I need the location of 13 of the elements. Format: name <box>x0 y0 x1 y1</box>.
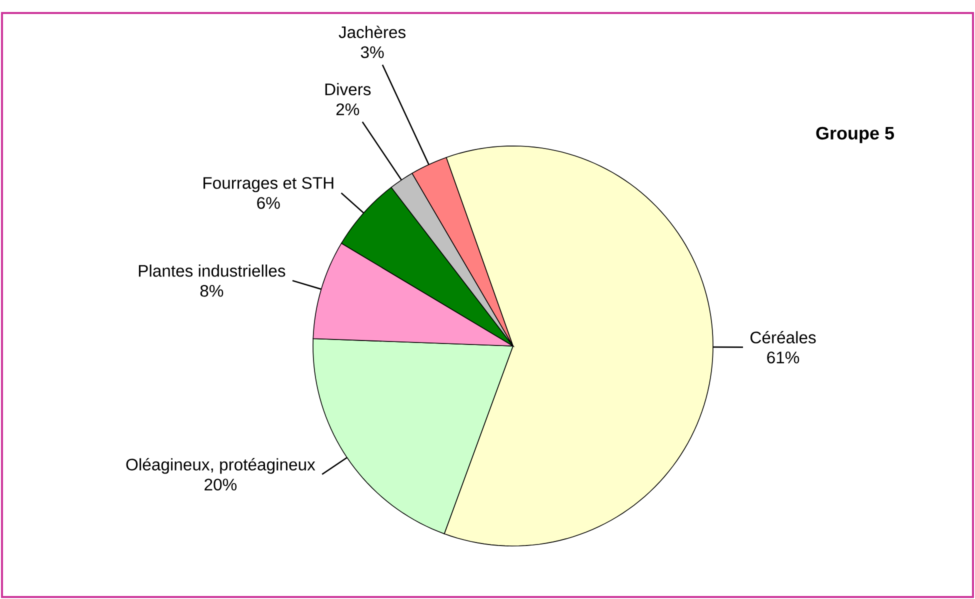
text: Groupe 5 <box>816 126 894 144</box>
slice-label: Oléagineux, protéagineux <box>126 458 316 474</box>
slice-label: Céréales <box>750 330 816 344</box>
slice-label: Divers <box>325 83 371 96</box>
data-label: 3% <box>360 46 384 58</box>
data-label: 61% <box>767 352 800 364</box>
data-label: 20% <box>204 478 237 490</box>
data-label: 6% <box>257 197 280 209</box>
slice-label: Plantes industrielles <box>138 264 286 277</box>
data-label: 8% <box>200 284 224 297</box>
slice-label: Fourrages et STH <box>204 177 334 192</box>
slice-label: Jachères <box>338 26 406 38</box>
data-label: 2% <box>336 103 360 116</box>
